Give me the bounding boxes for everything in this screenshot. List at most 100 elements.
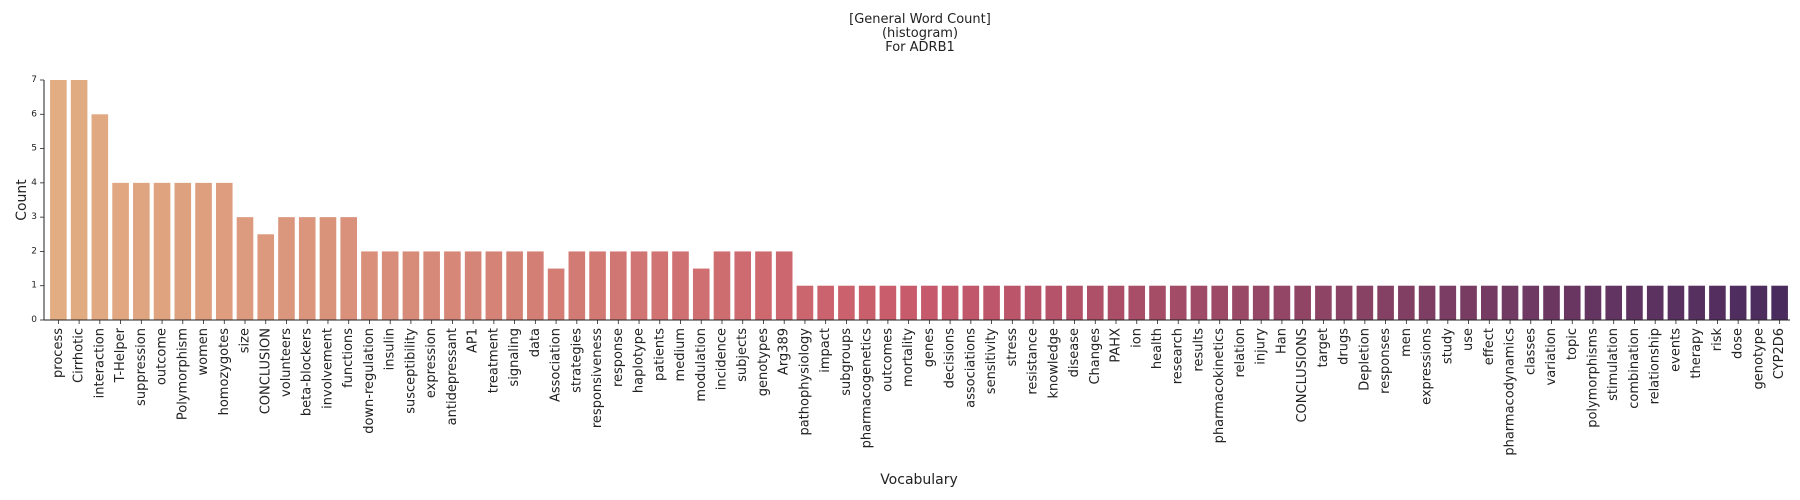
bar-dose (1729, 285, 1747, 320)
bar-outcome (153, 182, 171, 320)
bar-combination (1626, 285, 1643, 320)
bar-knowledge (1045, 285, 1063, 320)
x-tick-label: Han (1274, 328, 1289, 354)
bar-events (1667, 285, 1685, 320)
bar-PAHX (1107, 285, 1125, 320)
x-tick-label: size (238, 328, 253, 353)
x-tick-label: results (1191, 328, 1206, 372)
x-tick-label: PAHX (1109, 328, 1124, 363)
x-tick-label: impact (818, 328, 833, 373)
y-tick-label: 0 (31, 315, 37, 325)
x-tick-label: relation (1233, 328, 1248, 378)
x-tick-label: data (528, 328, 543, 357)
x-tick-label: modulation (694, 328, 709, 402)
x-tick-label: T-Helper (113, 327, 128, 383)
x-tick-label: subgroups (839, 328, 854, 396)
x-tick-label: volunteers (279, 328, 294, 397)
x-tick-label: responses (1378, 328, 1393, 394)
x-tick-label: variation (1544, 328, 1559, 385)
x-tick-label: AP1 (466, 328, 481, 353)
x-tick-label: relationship (1648, 328, 1663, 404)
x-tick-label: topic (1565, 328, 1580, 360)
bar-relation (1232, 285, 1249, 320)
bar-health (1149, 285, 1166, 320)
x-tick-label: outcome (155, 328, 170, 385)
y-tick-label: 7 (31, 75, 37, 85)
bar-haplotype (630, 251, 648, 320)
x-tick-label: drugs (1337, 328, 1352, 365)
x-tick-label: genes (922, 328, 937, 367)
bar-subgroups (838, 285, 855, 320)
x-tick-label: therapy (1689, 328, 1704, 379)
bar-size (236, 217, 254, 320)
bar-outcomes (879, 285, 897, 320)
bar-insulin (381, 251, 399, 320)
bar-suppression (133, 182, 150, 320)
bar-T-Helper (112, 182, 129, 320)
bar-topic (1563, 285, 1581, 320)
bar-response (610, 251, 627, 320)
x-tick-label: patients (652, 328, 667, 381)
x-tick-label: expressions (1420, 328, 1435, 405)
bar-AP1 (464, 251, 482, 320)
x-tick-label: events (1668, 328, 1683, 372)
x-tick-label: beta-blockers (300, 328, 315, 416)
bar-classes (1522, 285, 1540, 320)
bar-pathophysiology (796, 285, 814, 320)
x-tick-label: genotype (1751, 328, 1766, 389)
x-tick-label: sensitivity (984, 328, 999, 395)
x-tick-label: mortality (901, 328, 916, 387)
x-tick-label: stimulation (1606, 328, 1621, 401)
bar-decisions (941, 285, 959, 320)
x-tick-label: combination (1627, 328, 1642, 409)
x-tick-label: antidepressant (445, 328, 460, 425)
bar-pharmacodynamics (1501, 285, 1519, 320)
bar-treatment (485, 251, 503, 320)
bar-functions (340, 217, 357, 320)
bar-responses (1377, 285, 1394, 320)
x-tick-label: CONCLUSION (258, 328, 273, 414)
y-axis: 0 1 2 3 4 5 6 7 (31, 75, 45, 325)
bar-Changes (1086, 285, 1104, 320)
x-tick-label: Depletion (1357, 328, 1372, 391)
bar-injury (1252, 285, 1270, 320)
x-axis-label: Vocabulary (880, 472, 958, 488)
bar-Han (1273, 285, 1291, 320)
x-tick-label: down-regulation (362, 328, 377, 434)
bar-beta-blockers (298, 217, 316, 320)
x-tick-label: involvement (320, 328, 335, 409)
x-tick-label: outcomes (880, 328, 895, 392)
bar-genotype (1750, 285, 1768, 320)
bar-ion (1128, 285, 1146, 320)
x-tick-label: haplotype (632, 328, 647, 393)
x-tick-label: susceptibility (403, 328, 418, 414)
x-tick-label: subjects (735, 328, 750, 382)
bar-susceptibility (402, 251, 420, 320)
bar-risk (1709, 285, 1726, 320)
bar-relationship (1646, 285, 1664, 320)
x-tick-label: resistance (1026, 328, 1041, 395)
bar-genes (921, 285, 938, 320)
y-tick-label: 1 (31, 281, 37, 291)
x-tick-label: effect (1482, 328, 1497, 365)
bar-medium (672, 251, 689, 320)
bar-subjects (734, 251, 752, 320)
bar-expressions (1418, 285, 1436, 320)
bar-results (1190, 285, 1208, 320)
x-tick-label: stress (1005, 328, 1020, 367)
x-tick-label: polymorphisms (1585, 328, 1600, 428)
x-axis: process Cirrhotic interaction T-Helper suppr… (44, 319, 1790, 456)
bar-Cirrhotic (70, 80, 88, 320)
x-tick-label: genotypes (756, 328, 771, 396)
bar-men (1398, 285, 1415, 320)
x-tick-label: injury (1254, 328, 1269, 365)
bar-data (527, 251, 544, 320)
x-tick-label: CYP2D6 (1772, 328, 1787, 379)
x-tick-label: CONCLUSIONS (1295, 328, 1310, 423)
bar-CONCLUSION (257, 234, 275, 320)
x-tick-label: knowledge (1046, 328, 1061, 398)
y-tick-label: 4 (31, 178, 37, 188)
bar-resistance (1024, 285, 1042, 320)
bar-Arg389 (775, 251, 793, 320)
